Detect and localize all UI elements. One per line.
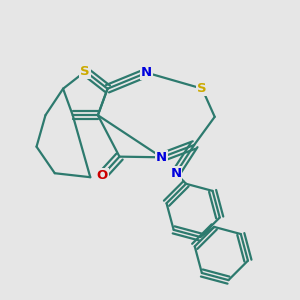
Text: S: S xyxy=(197,82,207,95)
Text: N: N xyxy=(170,167,182,180)
Text: O: O xyxy=(96,169,107,182)
Text: N: N xyxy=(156,151,167,164)
Text: S: S xyxy=(80,65,90,78)
Text: N: N xyxy=(141,66,152,79)
